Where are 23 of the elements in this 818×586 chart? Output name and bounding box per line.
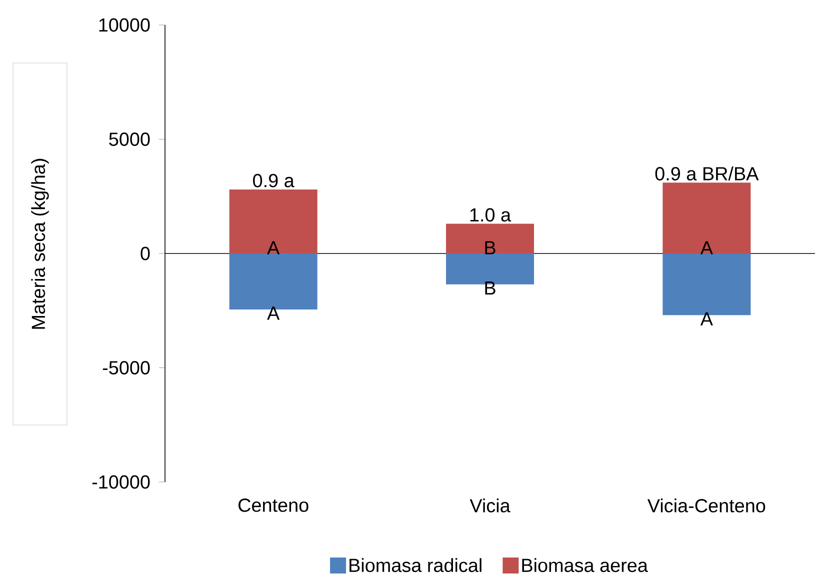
x-tick-label: Centeno <box>238 498 308 512</box>
legend-label: Biomasa radical <box>350 558 482 572</box>
y-tick-label: 0 <box>140 246 150 260</box>
annotation: 0.9 a <box>253 174 294 188</box>
bar <box>446 224 534 254</box>
data-label: A <box>267 241 280 254</box>
y-tick-label: 5000 <box>109 132 150 146</box>
data-label: B <box>485 241 496 254</box>
data-label: A <box>267 306 280 320</box>
y-tick-label: -10000 <box>92 475 150 489</box>
y-axis-title: Materia seca (kg/ha) <box>31 158 49 329</box>
y-tick-label: -5000 <box>102 361 150 374</box>
bar <box>662 182 751 254</box>
x-tick-label: Vicia-Centeno <box>647 498 766 512</box>
data-label: A <box>700 241 713 254</box>
annotation: 1.0 a <box>470 208 512 222</box>
x-tick-label: Vicia <box>470 498 510 512</box>
bar <box>229 190 318 254</box>
data-label: B <box>485 282 496 295</box>
annotation: 0.9 a BR/BA <box>655 166 759 180</box>
y-tick-label: 10000 <box>99 18 150 32</box>
data-label: A <box>700 312 713 326</box>
legend-label: Biomasa aerea <box>522 558 648 572</box>
